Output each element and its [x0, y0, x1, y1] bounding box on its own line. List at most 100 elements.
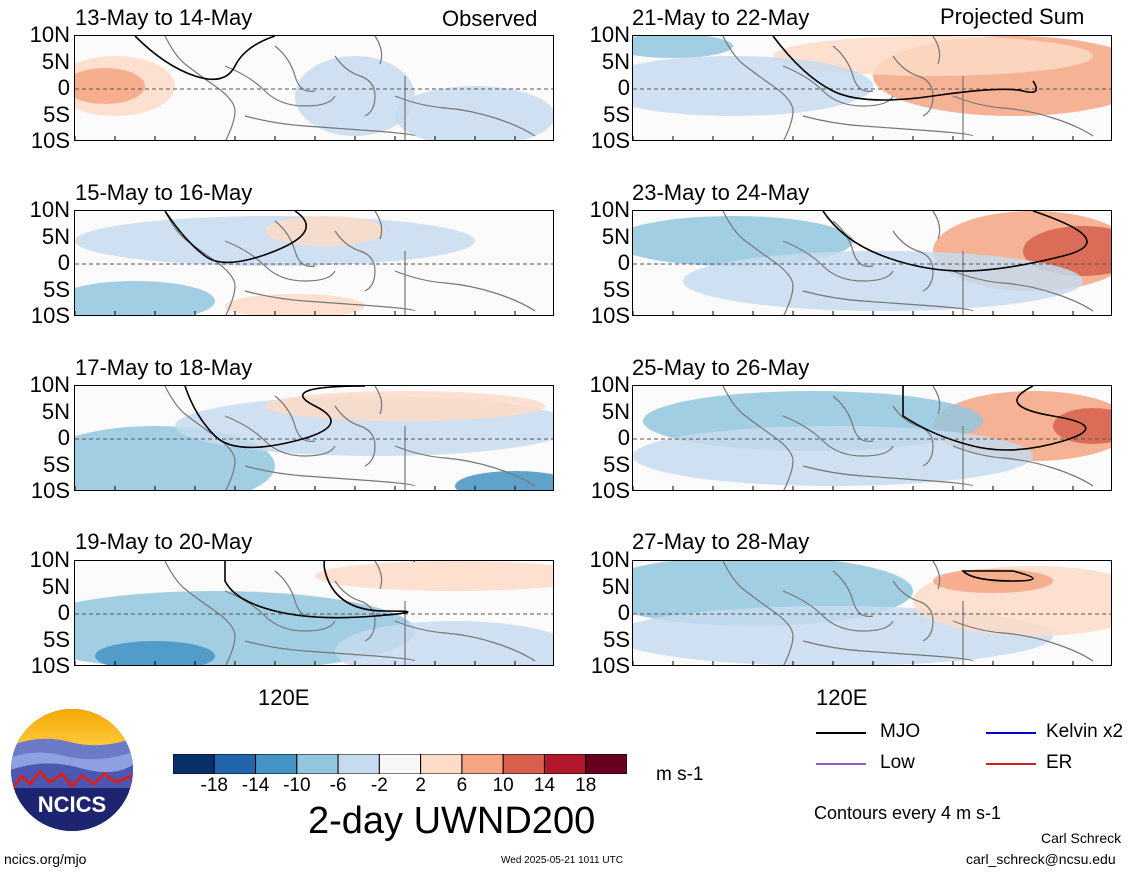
y-tick-label: 0 [617, 250, 630, 275]
colorbar-tick-label: 2 [415, 775, 426, 796]
legend-line-low [816, 763, 866, 765]
colorbar-swatch [213, 754, 257, 774]
colorbar-tick-label: -6 [329, 775, 347, 796]
map-panel-right-4 [632, 560, 1112, 666]
y-tick-label: 5N [41, 573, 70, 599]
anomaly-map [75, 386, 553, 490]
legend-label-mjo: MJO [880, 721, 921, 742]
y-tick-label: 0 [57, 75, 70, 100]
y-tick-label: 10N [29, 22, 70, 47]
map-panel-left-1 [74, 35, 554, 141]
legend-label-low: Low [880, 752, 915, 773]
y-tick-label: 5N [41, 398, 70, 424]
y-tick-label: 10N [589, 197, 630, 222]
y-tick-label: 5S [603, 101, 630, 127]
anomaly-map [75, 36, 553, 140]
y-tick-label: 10S [30, 128, 70, 153]
y-tick-label: 10N [29, 197, 70, 222]
y-tick-label: 10N [29, 547, 70, 572]
y-tick-label: 0 [617, 425, 630, 450]
credit-email: carl_schreck@ncsu.edu [966, 851, 1116, 867]
anomaly-map [633, 36, 1111, 140]
legend-label-kelvin: Kelvin x2 [1046, 721, 1124, 742]
y-tick-label: 0 [57, 425, 70, 450]
y-tick-label: 10S [30, 303, 70, 328]
panel-title-left-3: 17-May to 18-May [75, 355, 253, 380]
y-tick-label: 10S [30, 478, 70, 503]
colorbar-tick-label: -18 [200, 775, 228, 796]
legend-line-mjo [816, 732, 866, 734]
colorbar-swatch [255, 754, 298, 774]
panel-title-left-4: 19-May to 20-May [75, 529, 253, 554]
y-tick-label: 10N [589, 22, 630, 47]
y-tick-label: 0 [57, 600, 70, 625]
y-tick-label: 5S [603, 451, 630, 477]
y-tick-label: 5S [43, 451, 70, 477]
anomaly-map [75, 561, 553, 665]
y-tick-label: 0 [57, 250, 70, 275]
projected-label: Projected Sum [940, 4, 1085, 29]
colorbar-swatch [173, 754, 215, 774]
colorbar-swatch [585, 754, 627, 774]
timestamp: Wed 2025-05-21 1011 UTC [501, 855, 623, 866]
y-tick-label: 10N [29, 372, 70, 397]
y-tick-label: 5N [601, 48, 630, 74]
map-panel-right-2 [632, 210, 1112, 316]
map-panel-left-3 [74, 385, 554, 491]
y-tick-label: 5S [603, 626, 630, 652]
colorbar-tick-label: 18 [575, 775, 597, 796]
x-tick-right: 120E [816, 685, 868, 710]
colorbar-swatch [461, 754, 504, 774]
anomaly-map [633, 211, 1111, 315]
y-tick-label: 10S [590, 478, 630, 503]
legend-label-er: ER [1046, 752, 1073, 773]
panel-title-left-2: 15-May to 16-May [75, 180, 253, 205]
credit-name: Carl Schreck [1041, 830, 1122, 846]
y-tick-label: 5S [43, 101, 70, 127]
y-tick-label: 0 [617, 600, 630, 625]
y-tick-label: 5N [601, 573, 630, 599]
colorbar-swatch [420, 754, 463, 774]
units-label: m s-1 [656, 764, 704, 785]
panel-title-right-2: 23-May to 24-May [632, 180, 810, 205]
y-tick-label: 5S [603, 276, 630, 302]
panel-title-right-1: 21-May to 22-May [632, 5, 810, 30]
y-tick-label: 0 [617, 75, 630, 100]
ncics-logo-text: NCICS [38, 792, 106, 817]
panel-title-right-4: 27-May to 28-May [632, 529, 810, 554]
colorbar-tick-label: -2 [370, 775, 388, 796]
colorbar-swatch [378, 754, 422, 774]
y-tick-label: 5N [601, 223, 630, 249]
colorbar-tick-label: 14 [533, 775, 556, 796]
main-title: 2-day UWND200 [308, 800, 596, 842]
anomaly-map [633, 561, 1111, 665]
observed-label: Observed [442, 6, 538, 31]
map-panel-right-1 [632, 35, 1112, 141]
colorbar-tick-label: -10 [283, 775, 311, 796]
legend-line-kelvin [986, 732, 1036, 734]
colorbar-swatch [502, 754, 545, 774]
colorbar-tick-label: 6 [456, 775, 468, 796]
y-tick-label: 5S [43, 626, 70, 652]
colorbar-swatch [543, 754, 587, 774]
y-tick-label: 5N [41, 48, 70, 74]
anomaly-map [633, 386, 1111, 490]
colorbar [173, 754, 627, 774]
y-tick-label: 5N [41, 223, 70, 249]
footer-url: ncics.org/mjo [4, 851, 87, 867]
colorbar-swatch [337, 754, 380, 774]
y-tick-label: 10S [590, 653, 630, 678]
panel-title-right-3: 25-May to 26-May [632, 355, 810, 380]
y-tick-label: 5S [43, 276, 70, 302]
colorbar-swatch [296, 754, 339, 774]
colorbar-tick-label: 10 [492, 775, 514, 796]
y-tick-label: 10S [590, 303, 630, 328]
legend-line-er [986, 763, 1036, 765]
colorbar-tick-label: -14 [241, 775, 270, 796]
y-tick-label: 10S [590, 128, 630, 153]
ncics-logo: NCICS [11, 709, 133, 831]
y-tick-label: 10N [589, 372, 630, 397]
anomaly-map [75, 211, 553, 315]
map-panel-left-4 [74, 560, 554, 666]
